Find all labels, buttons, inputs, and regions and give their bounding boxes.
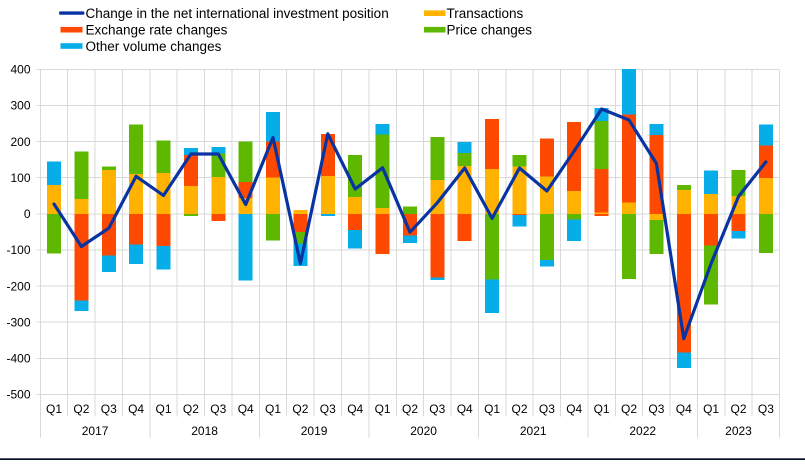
svg-text:200: 200 bbox=[10, 135, 30, 149]
svg-text:Q2: Q2 bbox=[183, 402, 199, 416]
svg-text:-400: -400 bbox=[6, 352, 30, 366]
svg-text:Q3: Q3 bbox=[539, 402, 555, 416]
svg-text:Q2: Q2 bbox=[73, 402, 89, 416]
svg-text:-300: -300 bbox=[6, 315, 30, 329]
svg-text:2018: 2018 bbox=[191, 424, 218, 438]
svg-text:Q4: Q4 bbox=[676, 402, 692, 416]
svg-text:Q2: Q2 bbox=[730, 402, 746, 416]
svg-text:300: 300 bbox=[10, 99, 30, 113]
svg-text:Q3: Q3 bbox=[429, 402, 445, 416]
svg-text:Q2: Q2 bbox=[511, 402, 527, 416]
svg-text:Transactions: Transactions bbox=[447, 6, 524, 21]
svg-text:Q1: Q1 bbox=[703, 402, 719, 416]
svg-text:-100: -100 bbox=[6, 243, 30, 257]
svg-text:Q1: Q1 bbox=[46, 402, 62, 416]
svg-text:2022: 2022 bbox=[629, 424, 656, 438]
svg-text:Other volume changes: Other volume changes bbox=[86, 39, 222, 54]
svg-text:2023: 2023 bbox=[725, 424, 752, 438]
svg-text:Q4: Q4 bbox=[457, 402, 473, 416]
svg-text:Q2: Q2 bbox=[402, 402, 418, 416]
svg-text:Q2: Q2 bbox=[292, 402, 308, 416]
svg-text:2020: 2020 bbox=[410, 424, 437, 438]
svg-text:0: 0 bbox=[24, 207, 31, 221]
svg-text:400: 400 bbox=[10, 63, 30, 77]
svg-text:Q1: Q1 bbox=[484, 402, 500, 416]
svg-text:Q1: Q1 bbox=[594, 402, 610, 416]
svg-text:Q3: Q3 bbox=[758, 402, 774, 416]
svg-text:Q4: Q4 bbox=[238, 402, 254, 416]
svg-text:Price changes: Price changes bbox=[447, 22, 533, 37]
svg-text:Exchange rate changes: Exchange rate changes bbox=[86, 22, 228, 37]
svg-text:Change in the net internationa: Change in the net international investme… bbox=[86, 6, 389, 21]
svg-text:100: 100 bbox=[10, 171, 30, 185]
svg-text:Q4: Q4 bbox=[566, 402, 582, 416]
svg-text:Q3: Q3 bbox=[210, 402, 226, 416]
svg-text:2019: 2019 bbox=[301, 424, 328, 438]
svg-text:Q4: Q4 bbox=[128, 402, 144, 416]
svg-text:-200: -200 bbox=[6, 279, 30, 293]
svg-text:Q3: Q3 bbox=[648, 402, 664, 416]
svg-text:Q1: Q1 bbox=[265, 402, 281, 416]
svg-text:-500: -500 bbox=[6, 388, 30, 402]
svg-text:Q4: Q4 bbox=[347, 402, 363, 416]
svg-text:Q3: Q3 bbox=[320, 402, 336, 416]
svg-text:Q1: Q1 bbox=[155, 402, 171, 416]
svg-text:2021: 2021 bbox=[520, 424, 547, 438]
svg-text:Q1: Q1 bbox=[375, 402, 391, 416]
svg-text:Q3: Q3 bbox=[101, 402, 117, 416]
svg-text:Q2: Q2 bbox=[621, 402, 637, 416]
svg-text:2017: 2017 bbox=[82, 424, 109, 438]
